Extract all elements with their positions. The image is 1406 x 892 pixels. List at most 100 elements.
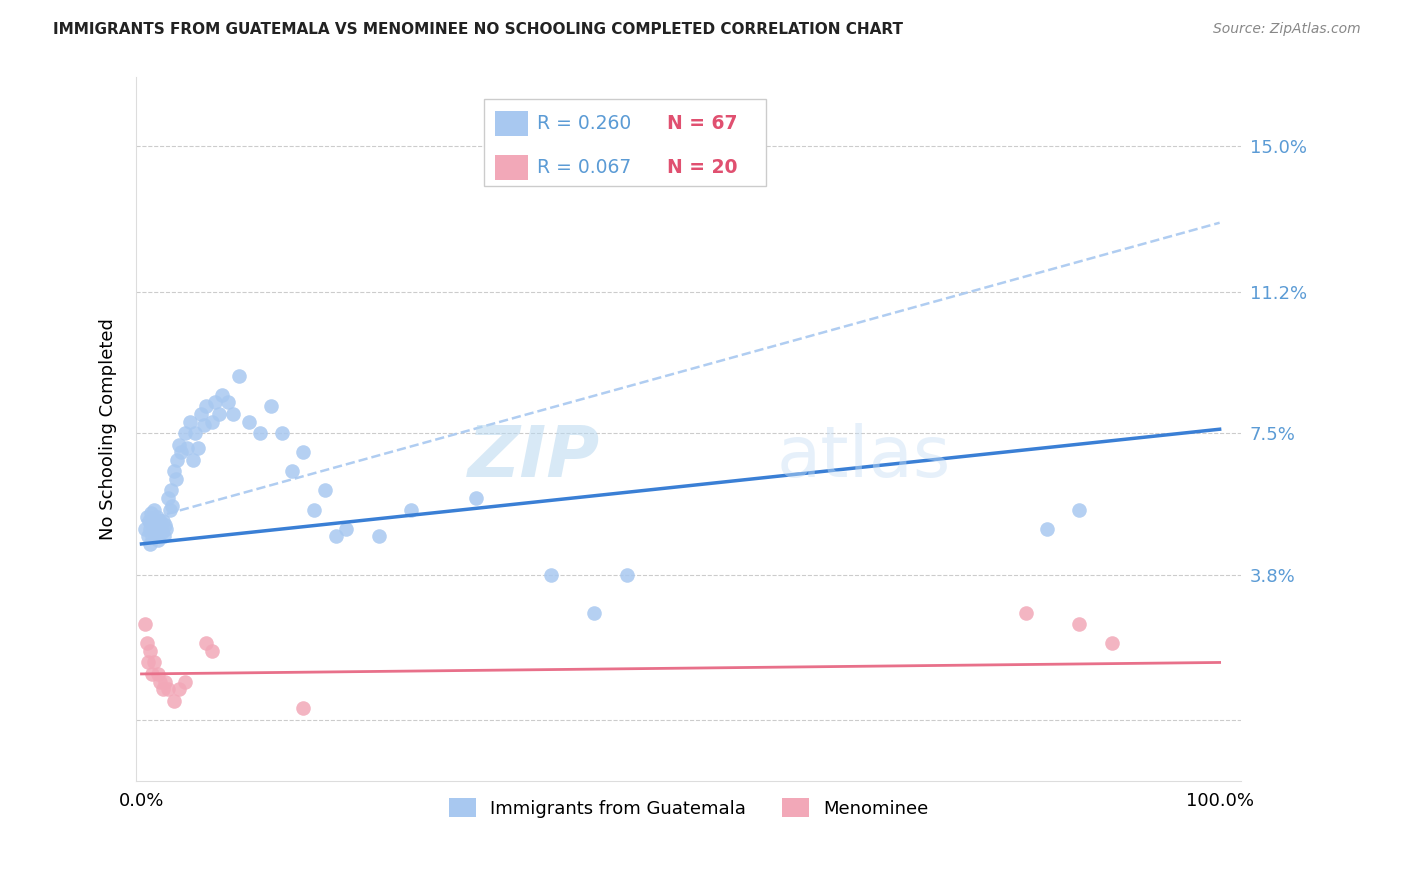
Point <box>187 442 209 456</box>
Point <box>204 395 226 409</box>
Point <box>149 674 172 689</box>
Point <box>193 418 215 433</box>
Text: Source: ZipAtlas.com: Source: ZipAtlas.com <box>1213 22 1361 37</box>
Point <box>195 636 218 650</box>
Text: R = 0.260: R = 0.260 <box>537 113 631 133</box>
Point <box>200 415 222 429</box>
Point <box>540 567 562 582</box>
Point <box>583 606 606 620</box>
Text: IMMIGRANTS FROM GUATEMALA VS MENOMINEE NO SCHOOLING COMPLETED CORRELATION CHART: IMMIGRANTS FROM GUATEMALA VS MENOMINEE N… <box>53 22 904 37</box>
Point <box>134 522 156 536</box>
Point <box>179 415 201 429</box>
Text: atlas: atlas <box>778 423 952 491</box>
Point <box>163 464 186 478</box>
Point <box>367 529 389 543</box>
Point <box>141 667 163 681</box>
Point <box>1101 636 1123 650</box>
Point <box>228 368 250 383</box>
Point <box>166 452 188 467</box>
Point <box>167 437 190 451</box>
Point <box>281 464 304 478</box>
Point <box>1069 502 1091 516</box>
Point <box>184 425 207 440</box>
Point <box>136 529 159 543</box>
Point <box>1069 617 1091 632</box>
Legend: Immigrants from Guatemala, Menominee: Immigrants from Guatemala, Menominee <box>441 791 936 825</box>
Point <box>143 525 166 540</box>
Point <box>335 522 357 536</box>
Text: N = 20: N = 20 <box>666 158 737 177</box>
Point <box>217 395 239 409</box>
FancyBboxPatch shape <box>484 98 766 186</box>
Point <box>314 483 336 498</box>
Point <box>159 502 181 516</box>
Point <box>135 636 157 650</box>
Point <box>170 445 193 459</box>
Point <box>159 483 181 498</box>
Point <box>163 694 186 708</box>
Point <box>150 525 173 540</box>
Point <box>200 644 222 658</box>
FancyBboxPatch shape <box>495 112 529 136</box>
Point <box>139 522 162 536</box>
Text: N = 67: N = 67 <box>666 113 737 133</box>
Point <box>155 517 177 532</box>
Point <box>149 517 172 532</box>
Point <box>139 644 162 658</box>
Point <box>141 529 163 543</box>
Point <box>167 682 190 697</box>
Point <box>181 452 204 467</box>
Point <box>270 425 292 440</box>
Point <box>148 525 170 540</box>
Point <box>145 510 167 524</box>
Point <box>153 529 176 543</box>
Point <box>464 491 486 505</box>
Point <box>146 533 169 547</box>
Point <box>1014 606 1036 620</box>
Point <box>222 407 245 421</box>
Point <box>139 537 162 551</box>
Point <box>157 682 180 697</box>
Point <box>146 522 169 536</box>
Point <box>176 442 198 456</box>
Point <box>195 399 218 413</box>
Point <box>135 510 157 524</box>
Point <box>145 517 167 532</box>
Point <box>146 667 169 681</box>
Point <box>141 514 163 528</box>
Point <box>160 499 183 513</box>
Point <box>152 514 174 528</box>
Point <box>173 425 195 440</box>
Point <box>616 567 638 582</box>
Point <box>143 656 166 670</box>
Point <box>249 425 271 440</box>
Point <box>325 529 347 543</box>
Point <box>143 502 166 516</box>
Point <box>399 502 422 516</box>
Point <box>292 445 315 459</box>
Y-axis label: No Schooling Completed: No Schooling Completed <box>100 318 117 541</box>
Point <box>155 674 177 689</box>
Text: R = 0.067: R = 0.067 <box>537 158 631 177</box>
Point <box>138 514 160 528</box>
Point <box>292 701 315 715</box>
Point <box>302 502 325 516</box>
FancyBboxPatch shape <box>495 155 529 180</box>
Point <box>1036 522 1059 536</box>
Point <box>165 472 187 486</box>
Point <box>208 407 231 421</box>
Point <box>190 407 212 421</box>
Point <box>157 491 180 505</box>
Point <box>211 388 233 402</box>
Text: ZIP: ZIP <box>468 423 600 491</box>
Point <box>134 617 156 632</box>
Point <box>238 415 260 429</box>
Point <box>155 522 177 536</box>
Point <box>260 399 283 413</box>
Point <box>152 682 174 697</box>
Point <box>149 514 172 528</box>
Point <box>142 522 165 536</box>
Point <box>136 656 159 670</box>
Point <box>173 674 195 689</box>
Point <box>141 506 163 520</box>
